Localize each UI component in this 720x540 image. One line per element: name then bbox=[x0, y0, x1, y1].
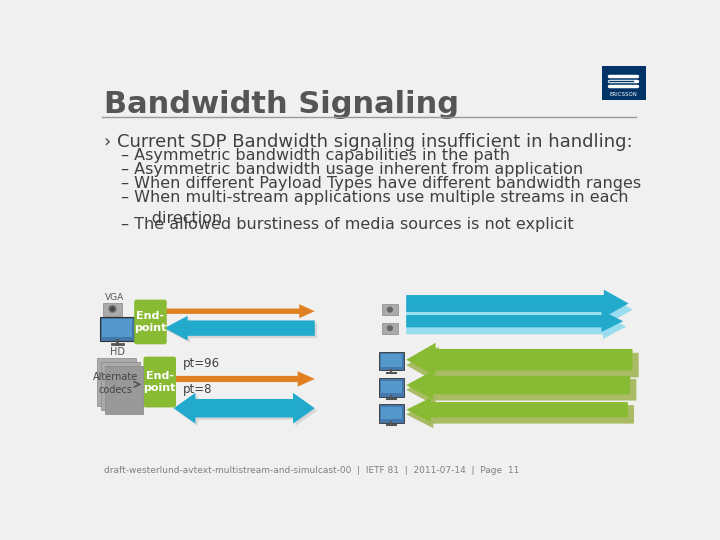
Polygon shape bbox=[406, 401, 634, 428]
Text: pt=8: pt=8 bbox=[183, 383, 212, 396]
Polygon shape bbox=[176, 395, 317, 426]
Polygon shape bbox=[406, 294, 632, 325]
FancyBboxPatch shape bbox=[100, 316, 134, 341]
Text: – The allowed burstiness of media sources is not explicit: – The allowed burstiness of media source… bbox=[121, 217, 574, 232]
Text: – When different Payload Types have different bandwidth ranges: – When different Payload Types have diff… bbox=[121, 176, 641, 191]
FancyBboxPatch shape bbox=[382, 381, 402, 393]
FancyBboxPatch shape bbox=[379, 378, 404, 397]
FancyBboxPatch shape bbox=[103, 303, 122, 316]
Polygon shape bbox=[406, 343, 632, 377]
Polygon shape bbox=[164, 316, 315, 340]
Polygon shape bbox=[406, 310, 624, 332]
Text: VGA: VGA bbox=[104, 293, 124, 302]
FancyBboxPatch shape bbox=[379, 352, 404, 370]
Polygon shape bbox=[174, 372, 315, 387]
FancyBboxPatch shape bbox=[143, 356, 176, 408]
Circle shape bbox=[387, 325, 393, 331]
Text: – Asymmetric bandwidth capabilities in the path: – Asymmetric bandwidth capabilities in t… bbox=[121, 148, 510, 163]
Polygon shape bbox=[406, 314, 626, 339]
Polygon shape bbox=[174, 393, 315, 423]
FancyBboxPatch shape bbox=[382, 323, 397, 334]
Text: pt=96: pt=96 bbox=[183, 357, 220, 370]
Text: draft-westerlund-avtext-multistream-and-simulcast-00  |  IETF 81  |  2011-07-14 : draft-westerlund-avtext-multistream-and-… bbox=[104, 466, 519, 475]
FancyBboxPatch shape bbox=[102, 319, 132, 338]
FancyBboxPatch shape bbox=[601, 66, 647, 100]
Polygon shape bbox=[406, 289, 629, 318]
FancyBboxPatch shape bbox=[97, 358, 136, 406]
Text: ERICSSON: ERICSSON bbox=[609, 92, 637, 97]
FancyBboxPatch shape bbox=[382, 304, 397, 315]
Text: › Current SDP Bandwidth signaling insufficient in handling:: › Current SDP Bandwidth signaling insuff… bbox=[104, 132, 633, 151]
Text: Bandwidth Signaling: Bandwidth Signaling bbox=[104, 90, 459, 119]
FancyBboxPatch shape bbox=[382, 407, 402, 419]
Polygon shape bbox=[164, 304, 315, 318]
Polygon shape bbox=[406, 397, 628, 422]
Text: – Asymmetric bandwidth usage inherent from application: – Asymmetric bandwidth usage inherent fr… bbox=[121, 162, 583, 177]
Text: – When multi-stream applications use multiple streams in each
      direction: – When multi-stream applications use mul… bbox=[121, 190, 629, 226]
FancyBboxPatch shape bbox=[134, 300, 167, 345]
Text: HD: HD bbox=[109, 347, 125, 356]
Polygon shape bbox=[406, 347, 639, 383]
Circle shape bbox=[387, 307, 393, 313]
FancyBboxPatch shape bbox=[104, 366, 143, 414]
FancyBboxPatch shape bbox=[382, 354, 402, 367]
Text: End-
point: End- point bbox=[143, 371, 176, 393]
Text: Alternate
codecs: Alternate codecs bbox=[93, 373, 138, 395]
Circle shape bbox=[109, 305, 117, 313]
Polygon shape bbox=[167, 318, 317, 343]
Polygon shape bbox=[406, 370, 630, 400]
FancyBboxPatch shape bbox=[379, 404, 404, 423]
Polygon shape bbox=[406, 374, 636, 406]
FancyBboxPatch shape bbox=[101, 362, 140, 410]
Text: End-
point: End- point bbox=[134, 311, 166, 333]
Circle shape bbox=[110, 307, 114, 311]
